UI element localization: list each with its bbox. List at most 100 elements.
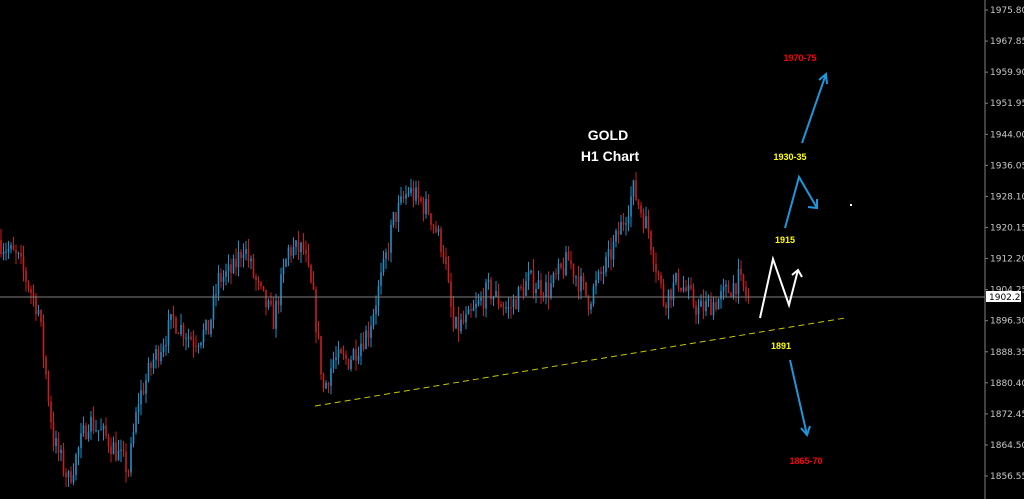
candle-down: [177, 333, 180, 335]
candle-down: [312, 282, 315, 290]
label-resistance-1: 1915: [775, 235, 795, 245]
candle-down: [452, 307, 455, 329]
candle-up: [597, 271, 600, 280]
candle-down: [297, 240, 300, 253]
tick-label: 1864.50: [990, 441, 1024, 451]
trendline: [314, 317, 846, 407]
candle-down: [207, 320, 210, 335]
candle-up: [210, 319, 212, 335]
candle-up: [72, 474, 75, 483]
candle-down: [172, 314, 175, 318]
candle-up: [222, 276, 225, 282]
candle-down: [657, 272, 660, 276]
candle-down: [190, 336, 192, 340]
candle-down: [577, 276, 580, 292]
candle-up: [2, 251, 5, 255]
candle-up: [512, 299, 515, 308]
candle-up: [97, 430, 100, 432]
tick-label: 1951.95: [990, 99, 1024, 109]
candle-up: [197, 345, 200, 347]
candle-down: [127, 472, 130, 474]
tick-label: 1872.45: [990, 410, 1024, 420]
candle-down: [315, 289, 317, 333]
candle-down: [617, 230, 620, 235]
candle-up: [75, 454, 77, 475]
candle-up: [550, 283, 552, 298]
candle-down: [680, 287, 682, 291]
candle-down: [555, 273, 557, 275]
candle-up: [415, 187, 417, 201]
candle-down: [520, 287, 522, 289]
candle-down: [235, 258, 237, 268]
label-support: 1891: [771, 341, 791, 351]
candle-up: [370, 325, 372, 338]
candle-up: [350, 359, 352, 370]
candle-down: [257, 280, 260, 283]
candle-down: [47, 374, 50, 402]
candle-up: [537, 280, 540, 289]
candle-up: [205, 320, 207, 330]
candle-up: [90, 416, 92, 432]
candle-up: [180, 324, 182, 335]
up-arrow-1915: [784, 174, 818, 229]
candle-up: [102, 425, 105, 430]
candle-up: [552, 273, 555, 284]
candle-up: [215, 294, 217, 296]
candle-down: [42, 322, 45, 358]
candle-up: [135, 412, 137, 433]
candle-up: [170, 314, 172, 321]
candle-down: [92, 416, 95, 432]
candle-down: [742, 274, 745, 288]
candle-down: [457, 316, 460, 332]
projection-zigzag-arrowhead: [791, 268, 803, 278]
candle-up: [732, 283, 735, 298]
candle-down: [115, 442, 117, 461]
candle-up: [625, 223, 627, 225]
candle-down: [690, 285, 692, 289]
candle-up: [505, 307, 507, 309]
candle-up: [5, 251, 7, 253]
candle-up: [335, 357, 337, 360]
candle-up: [285, 259, 287, 267]
candle-up: [675, 273, 677, 283]
candle-up: [325, 382, 327, 389]
candle-down: [715, 302, 717, 310]
candle-down: [142, 390, 145, 394]
candle-down: [445, 256, 447, 265]
candle-up: [390, 224, 392, 253]
tick-label: 1959.90: [990, 68, 1024, 78]
candle-down: [730, 292, 732, 298]
candle-up: [595, 279, 597, 287]
candle-down: [610, 249, 612, 260]
candle-down: [542, 295, 545, 298]
candle-up: [140, 390, 142, 405]
label-target-low: 1865-70: [789, 456, 822, 466]
candle-down: [582, 275, 585, 283]
tick-label: 1928.10: [990, 192, 1024, 202]
candle-down: [412, 187, 415, 201]
candle-up: [492, 296, 495, 300]
candle-up: [200, 342, 202, 346]
candle-down: [637, 200, 640, 206]
candle-up: [217, 272, 220, 295]
candle-up: [485, 282, 487, 309]
candle-up: [82, 425, 85, 434]
candle-down: [587, 295, 590, 310]
candle-down: [417, 187, 420, 198]
candle-down: [305, 249, 307, 254]
candle-down: [307, 253, 310, 266]
candle-down: [85, 425, 87, 439]
candle-up: [717, 299, 720, 310]
tick-label: 1920.15: [990, 223, 1024, 233]
candle-up: [722, 286, 725, 292]
candle-up: [410, 187, 412, 193]
candle-down: [740, 269, 742, 275]
candle-down: [450, 281, 452, 308]
candle-up: [287, 247, 290, 260]
candle-down: [497, 290, 500, 305]
candle-up: [95, 430, 97, 432]
candle-down: [32, 293, 35, 297]
candle-down: [262, 285, 265, 290]
candle-down: [50, 401, 52, 423]
